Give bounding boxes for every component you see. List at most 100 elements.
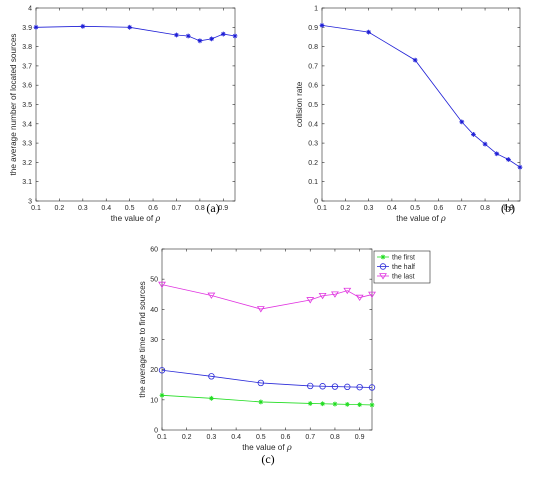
x-tick-label: 0.9 [355, 434, 365, 441]
x-tick-label: 0.9 [503, 205, 513, 212]
x-tick-label: 0.4 [387, 205, 397, 212]
data-point [307, 401, 313, 406]
x-tick-label: 0.5 [125, 205, 135, 212]
y-tick-label: 3.9 [22, 25, 32, 32]
data-point [207, 292, 216, 299]
data-point [33, 24, 39, 30]
data-point [197, 38, 203, 44]
y-tick-label: 0.7 [308, 63, 318, 70]
legend-marker [379, 273, 387, 280]
data-point [319, 383, 326, 390]
data-point [517, 164, 523, 170]
x-tick-label: 0.8 [480, 205, 490, 212]
x-axis-label: the value of ρ [396, 213, 446, 223]
x-tick-label: 0.5 [410, 205, 420, 212]
data-point [343, 287, 352, 295]
data-point [127, 24, 133, 30]
data-point [318, 292, 327, 300]
data-point [320, 401, 325, 407]
x-tick-label: 0.1 [31, 205, 41, 212]
x-tick-label: 0.3 [364, 205, 374, 212]
y-tick-label: 0 [154, 428, 158, 435]
y-tick-label: 0.8 [308, 44, 318, 51]
x-tick-label: 0.2 [340, 205, 350, 212]
y-tick-label: 60 [150, 247, 158, 254]
data-point [356, 383, 363, 391]
series-line-the-last [161, 284, 373, 310]
data-point [355, 294, 364, 302]
legend: the first the half the last [373, 250, 431, 284]
data-point [368, 291, 376, 299]
data-point [159, 392, 165, 398]
y-tick-label: 50 [150, 277, 158, 284]
data-point [258, 399, 264, 405]
x-tick-label: 0.4 [101, 205, 111, 212]
y-tick-label: 40 [150, 307, 158, 314]
x-tick-label: 0.7 [172, 205, 182, 212]
data-point [369, 402, 375, 408]
y-tick-label: 3.1 [22, 179, 32, 186]
x-axis-symbol: ρ [440, 213, 446, 223]
legend-marker [379, 263, 387, 270]
y-tick-label: 20 [150, 367, 158, 374]
y-tick-label: 0.2 [308, 160, 318, 167]
legend-label: the first [392, 255, 415, 262]
y-tick-label: 10 [150, 397, 158, 404]
chart-caption: (b) [501, 201, 515, 215]
x-tick-label: 0.6 [434, 205, 444, 212]
x-tick-label: 0.2 [55, 205, 65, 212]
x-tick-label: 0.6 [281, 434, 291, 441]
data-point [174, 32, 179, 38]
y-axis-label: the average number of located sources [9, 33, 18, 175]
data-point [331, 383, 339, 390]
y-tick-label: 3.7 [22, 63, 32, 70]
x-axis-label: the value of ρ [111, 213, 161, 223]
x-tick-label: 0.8 [195, 205, 205, 212]
x-tick-label: 0.4 [231, 434, 241, 441]
data-point [344, 401, 350, 407]
data-point [80, 23, 86, 29]
x-tick-label: 0.6 [148, 205, 158, 212]
data-point [257, 379, 265, 387]
data-point [208, 373, 215, 380]
data-point [185, 33, 191, 39]
y-tick-label: 0 [314, 199, 318, 206]
data-point [232, 33, 238, 39]
y-tick-label: 3.8 [22, 44, 32, 51]
chart-c: 0.1 0.2 0.3 0.4 0.5 0.6 0.7 0.8 0.9 0 10 20 30 40 50 60… [138, 247, 431, 466]
data-point [220, 31, 226, 37]
plot-area-a [35, 7, 236, 202]
data-point [494, 151, 500, 157]
data-point [307, 382, 314, 390]
data-point [306, 297, 315, 304]
legend-label: the half [392, 264, 415, 271]
x-tick-label: 0.9 [218, 205, 228, 212]
data-point [412, 57, 418, 63]
x-axis-symbol: ρ [154, 213, 160, 223]
data-point [158, 367, 166, 374]
data-point [471, 132, 476, 137]
y-tick-label: 3.5 [22, 102, 32, 109]
data-point [256, 306, 265, 313]
chart-b: 0.1 0.2 0.3 0.4 0.5 0.6 0.7 0.8 0.900.10.20.30.4… [295, 6, 523, 223]
y-tick-label: 0.5 [308, 102, 318, 109]
y-tick-label: 0.9 [308, 25, 318, 32]
data-point [319, 22, 325, 28]
x-axis-symbol: ρ [286, 442, 292, 452]
x-tick-label: 0.3 [207, 434, 217, 441]
y-tick-label: 0.6 [308, 83, 318, 90]
y-tick-label: 3.2 [22, 160, 32, 167]
y-axis-label: the average time to find sources [138, 281, 147, 398]
series-line-the-half [161, 369, 373, 388]
x-tick-label: 0.1 [317, 205, 327, 212]
data-point [482, 141, 488, 147]
data-point [505, 157, 511, 162]
data-point [209, 395, 214, 401]
legend-marker [380, 254, 386, 260]
x-tick-label: 0.7 [305, 434, 315, 441]
data-point [331, 291, 339, 298]
legend-label: the last [392, 274, 415, 281]
data-point [332, 401, 338, 407]
x-tick-label: 0.8 [330, 434, 340, 441]
